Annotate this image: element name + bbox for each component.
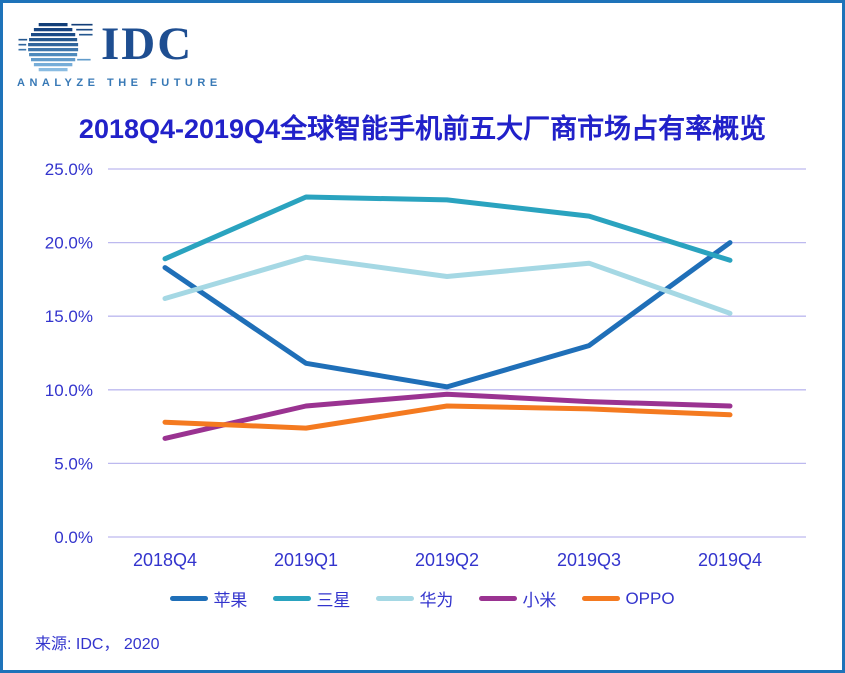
series-line-OPPO (162, 403, 733, 431)
legend-label: 华为 (419, 591, 454, 610)
legend-label: OPPO (625, 588, 675, 608)
legend-item-OPPO: OPPO (582, 588, 675, 609)
x-axis-tick-label: 2018Q4 (133, 550, 197, 570)
legend-item-三星: 三星 (273, 586, 350, 611)
legend-item-小米: 小米 (479, 586, 556, 611)
line-chart: 0.0% 5.0% 10.0% 15.0% 20.0% 25.0% 2018Q4 2019Q1… (45, 160, 806, 570)
legend-swatch (273, 596, 312, 601)
series-line-三星 (162, 194, 733, 263)
x-axis-tick-label: 2019Q3 (557, 550, 621, 570)
idc-logo-wordmark: IDC (101, 18, 194, 70)
x-axis-tick-label: 2019Q4 (698, 550, 762, 570)
legend-item-苹果: 苹果 (170, 586, 247, 611)
legend-swatch (376, 596, 415, 601)
x-axis-tick-label: 2019Q1 (274, 550, 338, 570)
legend-swatch (582, 596, 621, 601)
idc-logo: IDC ANALYZE THE FUTURE (17, 18, 237, 90)
y-axis-tick-label: 0.0% (54, 528, 93, 547)
series-line-苹果 (162, 240, 733, 390)
idc-logo-tagline: ANALYZE THE FUTURE (17, 77, 222, 89)
legend-swatch (479, 596, 518, 601)
legend-label: 三星 (316, 591, 351, 610)
legend-label: 苹果 (213, 591, 248, 610)
y-axis-tick-label: 5.0% (54, 454, 93, 473)
legend-item-华为: 华为 (376, 586, 453, 611)
x-axis-tick-label: 2019Q2 (415, 550, 479, 570)
chart-legend: 苹果 三星 华为 小米 OPPO (3, 586, 842, 611)
y-axis-tick-label: 25.0% (45, 160, 93, 179)
chart-title: 2018Q4-2019Q4全球智能手机前五大厂商市场占有率概览 (78, 114, 767, 144)
idc-globe-icon (18, 23, 93, 72)
legend-swatch (170, 596, 209, 601)
source-note: 来源: IDC， 2020 (35, 636, 160, 653)
y-axis-tick-label: 10.0% (45, 381, 93, 400)
series-line-小米 (162, 391, 733, 441)
series-line-华为 (162, 254, 733, 316)
legend-label: 小米 (522, 591, 557, 610)
y-axis-tick-label: 20.0% (45, 234, 93, 253)
y-axis-tick-label: 15.0% (45, 307, 93, 326)
